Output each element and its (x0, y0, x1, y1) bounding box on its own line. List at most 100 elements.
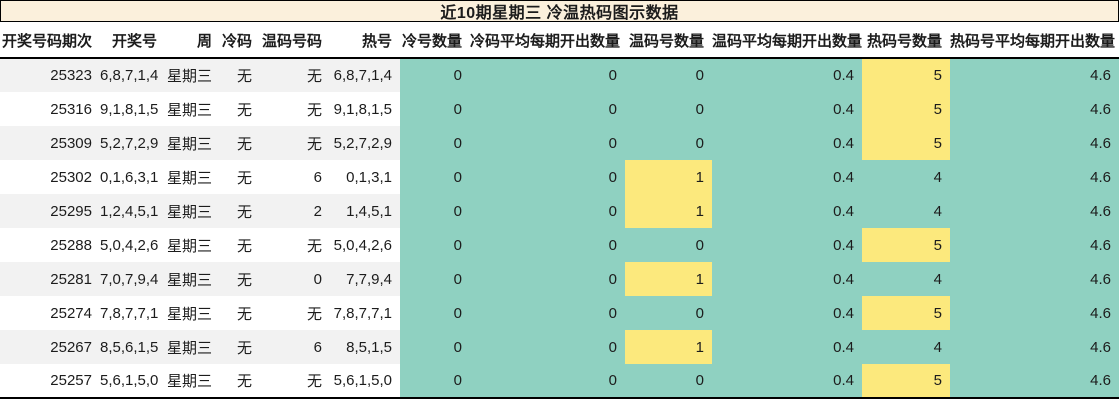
cell-hot-numbers: 1,4,5,1 (330, 194, 400, 228)
cell-hot-numbers: 8,5,1,5 (330, 330, 400, 364)
cell-warm-avg: 0.4 (712, 364, 862, 399)
cell-cold-count: 0 (400, 194, 470, 228)
cell-warm-count: 1 (625, 194, 712, 228)
cell-cold-count: 0 (400, 296, 470, 330)
cell-warm-avg: 0.4 (712, 92, 862, 126)
cell-hot-count: 5 (862, 92, 950, 126)
cell-warm-numbers: 无 (260, 228, 330, 262)
cell-warm-numbers: 6 (260, 330, 330, 364)
cell-cold-numbers: 无 (220, 228, 260, 262)
cell-weekday: 星期三 (165, 126, 220, 160)
column-header-warm-count: 温码号数量 (625, 24, 712, 59)
cell-weekday: 星期三 (165, 262, 220, 296)
cell-hot-avg: 4.6 (950, 228, 1119, 262)
cell-warm-numbers: 6 (260, 160, 330, 194)
cell-warm-count: 0 (625, 364, 712, 399)
cell-warm-count: 0 (625, 228, 712, 262)
cell-hot-numbers: 5,2,7,2,9 (330, 126, 400, 160)
cell-hot-numbers: 9,1,8,1,5 (330, 92, 400, 126)
cell-period: 25288 (0, 228, 100, 262)
report-title: 近10期星期三 冷温热码图示数据 (440, 5, 679, 22)
cell-cold-count: 0 (400, 364, 470, 399)
cell-hot-numbers: 7,8,7,7,1 (330, 296, 400, 330)
cell-warm-numbers: 无 (260, 58, 330, 92)
cell-cold-numbers: 无 (220, 92, 260, 126)
column-header-hot-avg: 热码号平均每期开出数量 (950, 24, 1119, 59)
table-row: 25302 0,1,6,3,1 星期三无 6 0,1,3,1 0 0 1 0.4 4 4.6 (0, 160, 1119, 194)
cell-warm-count: 0 (625, 58, 712, 92)
cell-hot-count: 4 (862, 160, 950, 194)
cell-warm-numbers: 无 (260, 92, 330, 126)
stats-table: 开奖号码期次 开奖号 周 冷码 温码号码 热号 冷号数量 冷码平均每期开出数量 … (0, 24, 1119, 399)
cell-cold-count: 0 (400, 58, 470, 92)
cell-cold-count: 0 (400, 330, 470, 364)
table-row: 25295 1,2,4,5,1 星期三无 2 1,4,5,1 0 0 1 0.4 4 4.6 (0, 194, 1119, 228)
cell-period: 25302 (0, 160, 100, 194)
cell-hot-avg: 4.6 (950, 296, 1119, 330)
report-title-bar: 近10期星期三 冷温热码图示数据 (0, 0, 1119, 22)
cell-cold-avg: 0 (470, 160, 625, 194)
cell-cold-numbers: 无 (220, 58, 260, 92)
cell-warm-avg: 0.4 (712, 262, 862, 296)
cell-hot-count: 5 (862, 364, 950, 399)
cell-hot-count: 5 (862, 296, 950, 330)
column-header-cold-numbers: 冷码 (220, 24, 260, 59)
cell-cold-count: 0 (400, 126, 470, 160)
column-header-period: 开奖号码期次 (0, 24, 100, 59)
table-row: 25323 6,8,7,1,4 星期三无无 6,8,7,1,4 0 0 0 0.4 5 4.6 (0, 58, 1119, 92)
cell-hot-avg: 4.6 (950, 160, 1119, 194)
cell-hot-numbers: 5,0,4,2,6 (330, 228, 400, 262)
column-header-hot-count: 热码号数量 (862, 24, 950, 59)
cell-period: 25316 (0, 92, 100, 126)
cell-warm-avg: 0.4 (712, 126, 862, 160)
table-row: 25288 5,0,4,2,6 星期三无无 5,0,4,2,6 0 0 0 0.4 5 4.6 (0, 228, 1119, 262)
cell-cold-count: 0 (400, 228, 470, 262)
cell-cold-numbers: 无 (220, 126, 260, 160)
cell-hot-avg: 4.6 (950, 330, 1119, 364)
cell-warm-avg: 0.4 (712, 194, 862, 228)
cell-hot-numbers: 7,7,9,4 (330, 262, 400, 296)
table-row: 25267 8,5,6,1,5 星期三无 6 8,5,1,5 0 0 1 0.4 4 4.6 (0, 330, 1119, 364)
title-header-gap (0, 22, 1119, 24)
cell-draw-numbers: 5,2,7,2,9 (100, 126, 165, 160)
table-body: 25323 6,8,7,1,4 星期三无无 6,8,7,1,4 0 0 0 0.4 5 4.6 25… (0, 58, 1119, 399)
cell-weekday: 星期三 (165, 58, 220, 92)
cell-cold-avg: 0 (470, 296, 625, 330)
cell-warm-count: 0 (625, 296, 712, 330)
column-header-warm-avg: 温码平均每期开出数量 (712, 24, 862, 59)
cell-hot-count: 4 (862, 262, 950, 296)
cell-warm-numbers: 2 (260, 194, 330, 228)
column-header-hot-numbers: 热号 (330, 24, 400, 59)
cell-hot-avg: 4.6 (950, 126, 1119, 160)
cell-warm-count: 0 (625, 92, 712, 126)
cell-draw-numbers: 1,2,4,5,1 (100, 194, 165, 228)
cell-cold-numbers: 无 (220, 364, 260, 399)
column-header-cold-count: 冷号数量 (400, 24, 470, 59)
table-row: 25309 5,2,7,2,9 星期三无无 5,2,7,2,9 0 0 0 0.4 5 4.6 (0, 126, 1119, 160)
cell-period: 25281 (0, 262, 100, 296)
cell-hot-numbers: 0,1,3,1 (330, 160, 400, 194)
cell-cold-avg: 0 (470, 330, 625, 364)
cell-hot-avg: 4.6 (950, 364, 1119, 399)
cell-hot-count: 5 (862, 228, 950, 262)
cell-cold-avg: 0 (470, 262, 625, 296)
cell-cold-count: 0 (400, 160, 470, 194)
cell-hot-count: 4 (862, 194, 950, 228)
column-header-draw-numbers: 开奖号 (100, 24, 165, 59)
cell-draw-numbers: 0,1,6,3,1 (100, 160, 165, 194)
cell-draw-numbers: 5,6,1,5,0 (100, 364, 165, 399)
cell-weekday: 星期三 (165, 330, 220, 364)
cell-hot-avg: 4.6 (950, 262, 1119, 296)
cell-cold-avg: 0 (470, 194, 625, 228)
cell-cold-numbers: 无 (220, 160, 260, 194)
cell-warm-count: 1 (625, 330, 712, 364)
cell-hot-avg: 4.6 (950, 92, 1119, 126)
cell-cold-count: 0 (400, 92, 470, 126)
cell-cold-numbers: 无 (220, 262, 260, 296)
table-row: 25257 5,6,1,5,0 星期三无无 5,6,1,5,0 0 0 0 0.4 5 4.6 (0, 364, 1119, 399)
cell-hot-count: 5 (862, 126, 950, 160)
cell-cold-avg: 0 (470, 126, 625, 160)
cell-cold-numbers: 无 (220, 330, 260, 364)
cell-draw-numbers: 9,1,8,1,5 (100, 92, 165, 126)
cell-warm-numbers: 无 (260, 126, 330, 160)
